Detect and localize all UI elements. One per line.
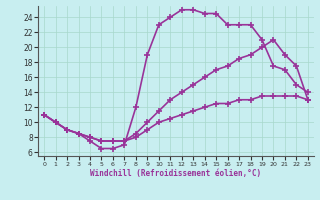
X-axis label: Windchill (Refroidissement éolien,°C): Windchill (Refroidissement éolien,°C) xyxy=(91,169,261,178)
